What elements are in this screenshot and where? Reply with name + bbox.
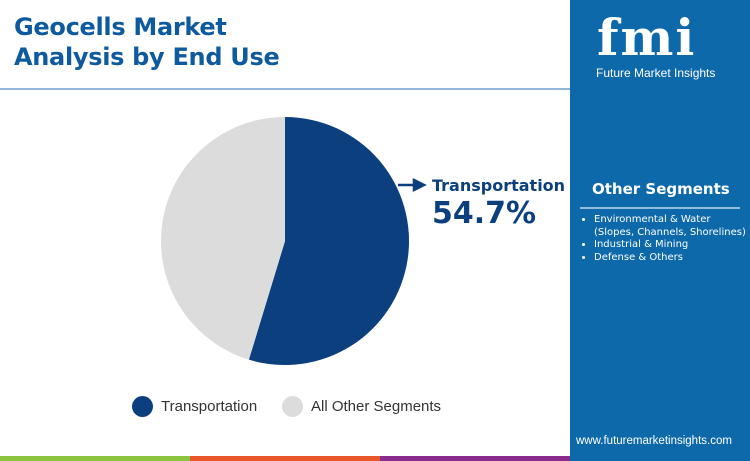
callout-arrow <box>398 177 427 193</box>
legend-swatch <box>282 396 303 417</box>
legend-item-other: All Other Segments <box>282 396 441 417</box>
legend-label: Transportation <box>161 398 258 415</box>
legend-item-transportation: Transportation <box>132 396 257 417</box>
title-line-1: Geocells Market <box>14 13 227 41</box>
side-panel: fmi Future Market Insights Other Segment… <box>570 0 750 461</box>
segment-item: Environmental & Water <box>594 214 750 227</box>
segment-item-continuation: (Slopes, Channels, Shorelines) <box>594 226 746 238</box>
title-divider <box>0 88 570 90</box>
fmi-logo: fmi <box>597 8 697 67</box>
bottom-bar-orange <box>190 456 380 461</box>
segments-divider <box>580 207 740 209</box>
pie-slice-transportation <box>248 117 410 365</box>
other-segments-title: Other Segments <box>592 180 730 198</box>
legend-swatch <box>132 396 153 417</box>
bottom-bar-purple <box>380 456 570 461</box>
segment-item: Industrial & Mining <box>594 239 750 252</box>
pie-chart <box>161 117 427 365</box>
pie-slice-all-other-segments <box>161 117 285 360</box>
callout-label: Transportation <box>432 176 566 195</box>
page-title: Geocells Market Analysis by End Use <box>14 12 280 72</box>
website-url: www.futuremarketinsights.com <box>576 435 732 447</box>
segment-item: Defense & Others <box>594 252 750 265</box>
bottom-bar-green <box>0 456 190 461</box>
callout-value: 54.7% <box>432 196 537 231</box>
other-segments-list: Environmental & Water (Slopes, Channels,… <box>580 214 750 264</box>
legend-label: All Other Segments <box>311 398 442 415</box>
logo-subtitle: Future Market Insights <box>596 66 716 80</box>
title-line-2: Analysis by End Use <box>14 43 280 71</box>
